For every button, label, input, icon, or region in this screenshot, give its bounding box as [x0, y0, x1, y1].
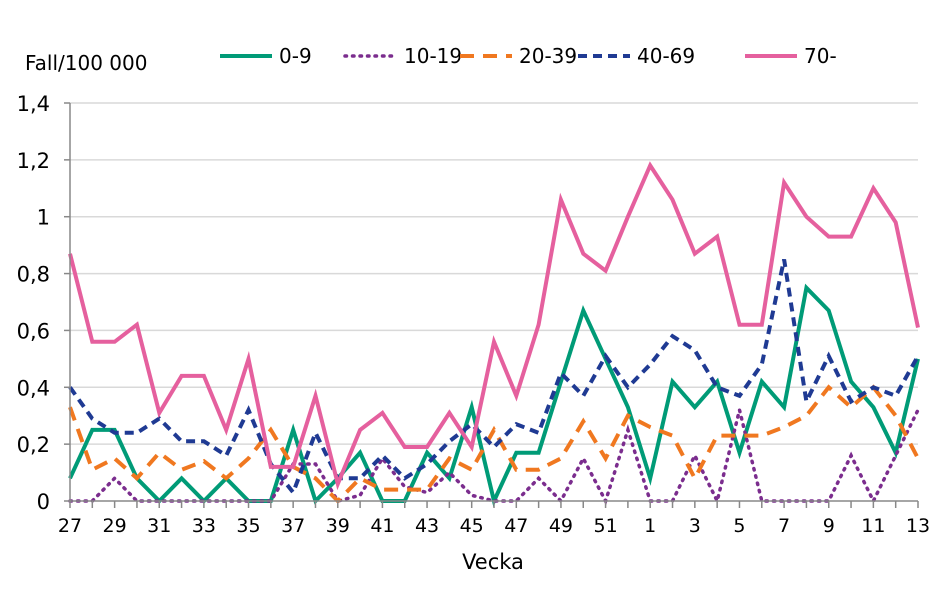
- x-tick-label: 29: [103, 515, 127, 537]
- y-axis-ticks: 0 0,2 0,4 0,6 0,8 1 1,2 1,4: [17, 92, 50, 514]
- y-tick-label: 0,6: [17, 319, 50, 343]
- y-axis-label: Fall/100 000: [25, 51, 147, 75]
- y-tick-label: 0,8: [17, 263, 50, 287]
- x-tick-label: 27: [58, 515, 82, 537]
- gridlines: [70, 102, 918, 445]
- x-tick-label: 45: [460, 515, 484, 537]
- legend-label: 20-39: [519, 44, 577, 68]
- series-line-0-9: [68, 283, 920, 508]
- legend-label: 10-19: [404, 44, 462, 68]
- x-axis-label: Vecka: [462, 550, 524, 574]
- legend-item-40-69: 40-69: [578, 44, 695, 68]
- x-tick-label: 9: [823, 515, 835, 537]
- legend-item-10-19: 10-19: [343, 44, 462, 68]
- axes: [64, 102, 919, 508]
- legend: 0-9 10-19 20-39 40-69 70-: [220, 44, 837, 68]
- x-tick-label: 49: [549, 515, 573, 537]
- y-tick-label: 0: [37, 490, 50, 514]
- y-tick-label: 1: [37, 206, 50, 230]
- x-tick-label: 3: [689, 515, 701, 537]
- x-tick-label: 33: [192, 515, 216, 537]
- legend-label: 70-: [804, 44, 837, 68]
- x-tick-label: 41: [370, 515, 394, 537]
- x-tick-label: 37: [281, 515, 305, 537]
- x-tick-label: 5: [733, 515, 745, 537]
- x-tick-label: 39: [326, 515, 350, 537]
- x-tick-label: 47: [504, 515, 528, 537]
- series-line-70-: [68, 161, 920, 491]
- x-tick-label: 13: [906, 515, 930, 537]
- legend-label: 40-69: [637, 44, 695, 68]
- legend-item-0-9: 0-9: [220, 44, 312, 68]
- legend-item-70-: 70-: [745, 44, 837, 68]
- x-tick-label: 43: [415, 515, 439, 537]
- y-tick-label: 0,2: [17, 433, 50, 457]
- legend-label: 0-9: [279, 44, 312, 68]
- x-tick-label: 11: [861, 515, 885, 537]
- series-line-20-39: [68, 384, 920, 504]
- x-tick-label: 51: [593, 515, 617, 537]
- x-tick-label: 1: [644, 515, 656, 537]
- y-tick-label: 1,2: [17, 149, 50, 173]
- x-tick-label: 31: [147, 515, 171, 537]
- y-tick-label: 1,4: [17, 92, 50, 116]
- x-tick-label: 35: [236, 515, 260, 537]
- y-tick-label: 0,4: [17, 376, 50, 400]
- x-axis-ticks: 27 29 31 33 35 37 39 41 43 45 47 49 51 1 3 5 7 9 11 13: [58, 515, 930, 537]
- legend-item-20-39: 20-39: [460, 44, 577, 68]
- x-tick-label: 7: [778, 515, 790, 537]
- series-lines: [68, 161, 920, 508]
